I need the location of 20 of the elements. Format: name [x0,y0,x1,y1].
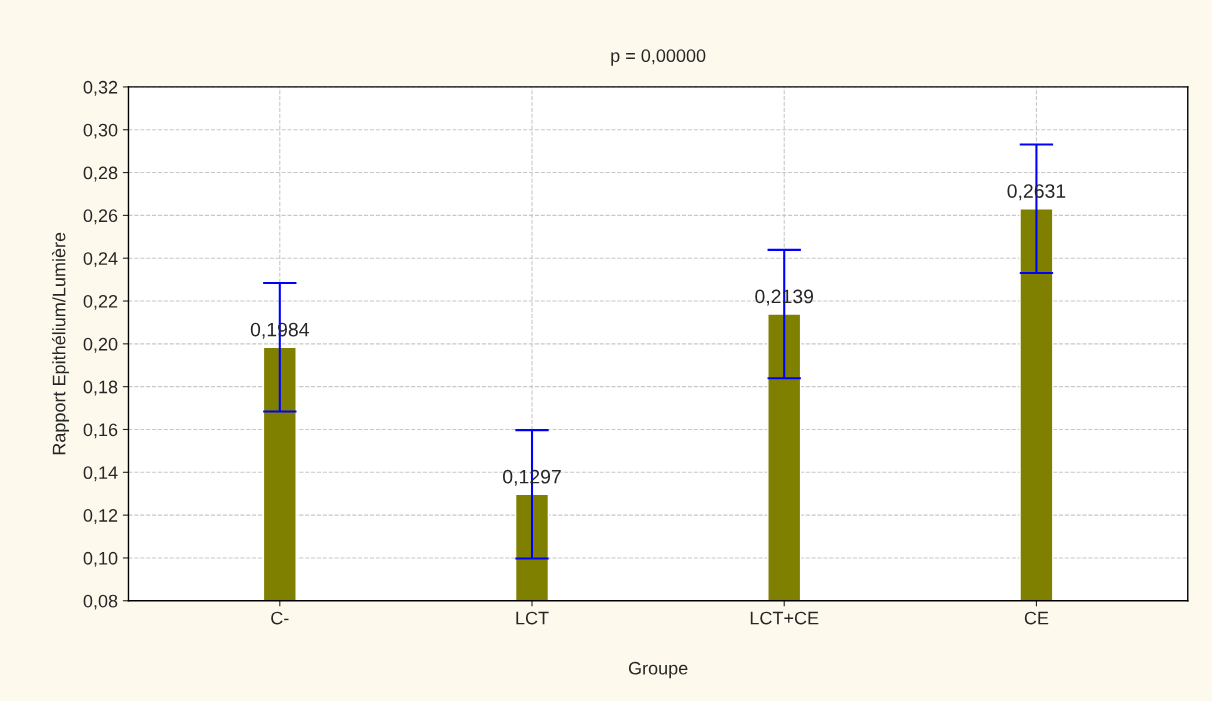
y-tick-label: 0,08 [83,594,118,610]
y-tick-label: 0,24 [83,252,118,268]
y-tick-label: 0,32 [83,80,118,96]
x-tick-label: LCT+CE [750,611,819,625]
y-tick-label: 0,30 [83,123,118,139]
x-tick-label: CE [1024,611,1049,625]
x-tick-label: LCT [516,611,549,625]
x-axis-title: Groupe [628,661,688,679]
y-tick-label: 0,18 [83,380,118,396]
y-tick-label: 0,26 [83,209,118,225]
y-tick-label: 0,12 [83,509,118,524]
y-axis-title: Rapport Epithélium/Lumière [51,232,70,455]
y-tick-label: 0,28 [83,166,118,182]
chart-title: p = 0,00000 [611,49,706,66]
y-tick-label: 0,20 [83,337,118,353]
y-tick-label: 0,10 [83,551,118,567]
x-tick-label: C- [271,611,289,625]
y-tick-label: 0,16 [83,423,118,439]
y-tick-label: 0,14 [83,466,118,482]
y-tick-label: 0,22 [83,294,118,310]
